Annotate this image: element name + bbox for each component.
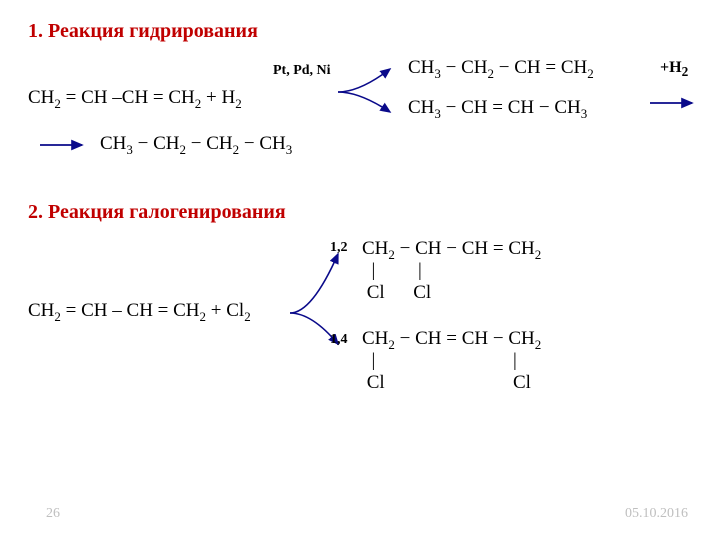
- r2-label-top: 1,2: [330, 240, 348, 256]
- r1-plus-h2: +H2: [660, 59, 688, 80]
- r2-prod-bot-l3: Cl Cl: [362, 372, 531, 394]
- reaction2-block: CH2 = CH – CH = CH2 + Cl2 1,2 1,4 CH2 − …: [28, 238, 692, 408]
- footer-page-number: 26: [46, 506, 60, 522]
- slide: 1. Реакция гидрирования CH2 = CH –CH = C…: [0, 0, 720, 540]
- footer-page-text: 26: [46, 506, 60, 521]
- r1-arrow-final: [38, 135, 98, 155]
- r2-label-bot-text: 1,4: [330, 332, 348, 347]
- r2-prod-bot-l1: CH2 − CH = CH − CH2: [362, 328, 541, 350]
- r2-lhs: CH2 = CH – CH = CH2 + Cl2: [28, 300, 251, 322]
- r1-arrow-right: [648, 93, 708, 113]
- r1-lhs: CH2 = CH –CH = CH2 + H2: [28, 87, 242, 109]
- r1-prod-top: CH3 − CH2 − CH = CH2: [408, 57, 594, 79]
- reaction1-block: CH2 = CH –CH = CH2 + H2 Pt, Pd, Ni CH3 −…: [28, 57, 692, 167]
- r2-prod-top-l2: | |: [362, 260, 422, 282]
- r1-catalyst: Pt, Pd, Ni: [273, 63, 331, 79]
- section1-title-text: 1. Реакция гидрирования: [28, 20, 258, 42]
- r1-branch-arrows: [328, 57, 418, 127]
- footer-date: 05.10.2016: [625, 506, 688, 522]
- section2-title: 2. Реакция галогенирования: [28, 201, 692, 224]
- r1-catalyst-text: Pt, Pd, Ni: [273, 63, 331, 78]
- footer-date-text: 05.10.2016: [625, 506, 688, 521]
- section2-title-text: 2. Реакция галогенирования: [28, 201, 286, 223]
- r1-final: CH3 − CH2 − CH2 − CH3: [100, 133, 292, 155]
- section1-title: 1. Реакция гидрирования: [28, 20, 692, 43]
- r2-prod-bot-l2: | |: [362, 350, 517, 372]
- r2-label-top-text: 1,2: [330, 240, 348, 255]
- r2-label-bot: 1,4: [330, 332, 348, 348]
- r2-branch-arrows: [278, 248, 368, 378]
- r1-prod-bot: CH3 − CH = CH − CH3: [408, 97, 587, 119]
- r2-prod-top-l3: Cl Cl: [362, 282, 431, 304]
- r2-prod-top-l1: CH2 − CH − CH = CH2: [362, 238, 541, 260]
